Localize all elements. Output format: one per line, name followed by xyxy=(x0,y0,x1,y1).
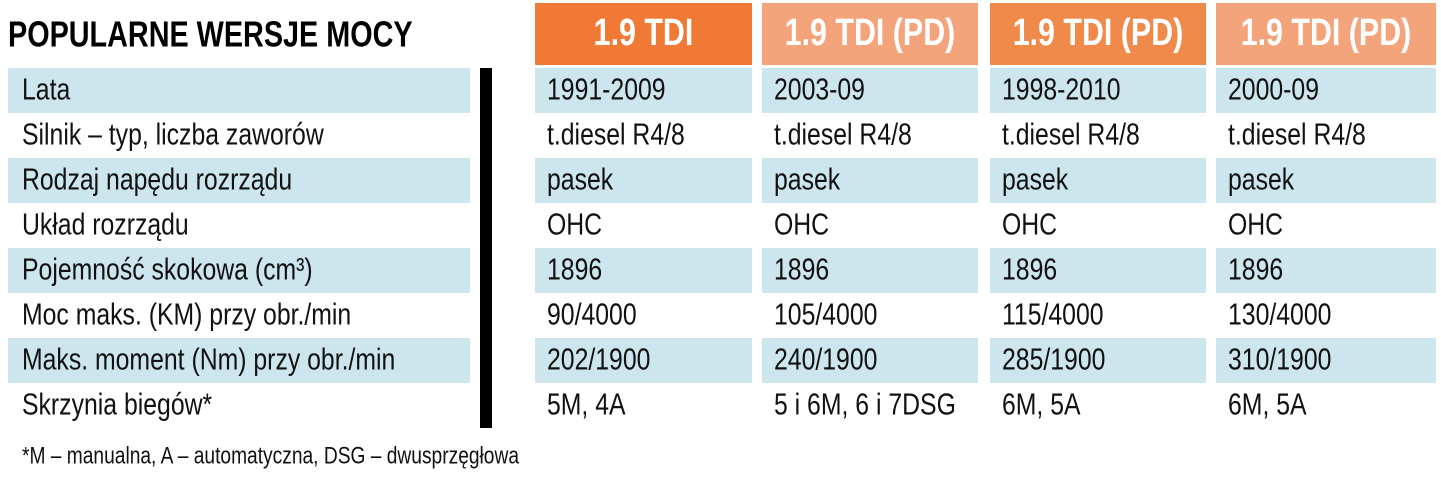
cell-value: 5 i 6M, 6 i 7DSG xyxy=(774,387,956,421)
row-bg xyxy=(8,338,470,383)
header-cell xyxy=(990,3,1206,65)
cell-value: OHC xyxy=(1002,207,1057,241)
cell-value: 1896 xyxy=(774,252,829,286)
row-bg xyxy=(8,248,470,293)
cell-value: 1896 xyxy=(1228,252,1283,286)
header-cell xyxy=(535,3,752,65)
row-label: Lata xyxy=(22,72,71,106)
cell-value: 202/1900 xyxy=(547,342,650,376)
cell-value: 1896 xyxy=(1002,252,1057,286)
cell-value: 240/1900 xyxy=(774,342,877,376)
footnote: *M – manualna, A – automatyczna, DSG – d… xyxy=(22,441,520,469)
cell-value: 310/1900 xyxy=(1228,342,1331,376)
cell-value: pasek xyxy=(547,162,614,196)
cell-value: 2000-09 xyxy=(1228,72,1319,106)
cell-bg xyxy=(762,338,978,383)
cell-value: 115/4000 xyxy=(1002,297,1104,331)
row-bg xyxy=(8,158,470,203)
divider xyxy=(480,68,492,428)
cell-value: OHC xyxy=(547,207,602,241)
cell-value: 1896 xyxy=(547,252,602,286)
cell-value: 285/1900 xyxy=(1002,342,1105,376)
cell-value: t.diesel R4/8 xyxy=(547,117,685,151)
cell-value: OHC xyxy=(1228,207,1283,241)
row-label: Pojemność skokowa (cm³) xyxy=(22,252,313,286)
cell-bg xyxy=(535,68,752,113)
cell-bg xyxy=(990,338,1206,383)
cell-bg xyxy=(535,248,752,293)
cell-value: pasek xyxy=(774,162,841,196)
cell-value: OHC xyxy=(774,207,829,241)
cell-value: 6M, 5A xyxy=(1002,387,1081,421)
header-text: 1.9 TDI xyxy=(594,12,694,54)
cell-value: 5M, 4A xyxy=(547,387,626,421)
header-text: 1.9 TDI (PD) xyxy=(1013,12,1184,54)
row-label: Rodzaj napędu rozrządu xyxy=(22,162,292,196)
cell-value: 6M, 5A xyxy=(1228,387,1307,421)
cell-bg xyxy=(535,158,752,203)
table-title: POPULARNE WERSJE MOCY xyxy=(8,13,413,54)
row-label: Moc maks. (KM) przy obr./min xyxy=(22,297,351,331)
cell-value: 105/4000 xyxy=(774,297,877,331)
row-bg xyxy=(8,68,470,113)
cell-bg xyxy=(1216,68,1436,113)
cell-value: 130/4000 xyxy=(1228,297,1331,331)
cell-value: 2003-09 xyxy=(774,72,865,106)
header-text: 1.9 TDI (PD) xyxy=(1241,12,1412,54)
cell-bg xyxy=(990,248,1206,293)
cell-value: pasek xyxy=(1002,162,1069,196)
cell-bg xyxy=(535,338,752,383)
cell-value: 90/4000 xyxy=(547,297,637,331)
header-cell xyxy=(1216,3,1436,65)
cell-value: pasek xyxy=(1228,162,1295,196)
row-label: Silnik – typ, liczba zaworów xyxy=(22,117,324,151)
cell-value: 1998-2010 xyxy=(1002,72,1121,106)
cell-bg xyxy=(762,68,978,113)
cell-bg xyxy=(1216,338,1436,383)
header-text: 1.9 TDI (PD) xyxy=(785,12,956,54)
cell-bg xyxy=(990,68,1206,113)
row-label: Układ rozrządu xyxy=(22,207,189,241)
cell-bg xyxy=(1216,158,1436,203)
cell-value: t.diesel R4/8 xyxy=(1228,117,1366,151)
cell-bg xyxy=(990,158,1206,203)
row-label: Maks. moment (Nm) przy obr./min xyxy=(22,342,395,376)
header-cell xyxy=(762,3,978,65)
cell-bg xyxy=(762,248,978,293)
cell-bg xyxy=(762,158,978,203)
cell-value: 1991-2009 xyxy=(547,72,666,106)
cell-value: t.diesel R4/8 xyxy=(1002,117,1140,151)
row-label: Skrzynia biegów* xyxy=(22,387,212,421)
cell-bg xyxy=(1216,248,1436,293)
cell-value: t.diesel R4/8 xyxy=(774,117,912,151)
